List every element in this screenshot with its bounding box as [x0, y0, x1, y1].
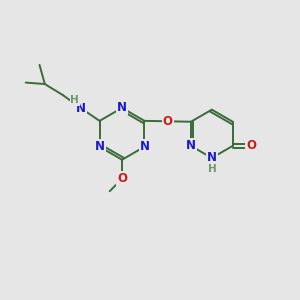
Text: N: N — [140, 140, 149, 153]
Text: H: H — [70, 95, 79, 105]
Text: N: N — [94, 140, 105, 153]
Text: N: N — [186, 140, 196, 152]
Text: N: N — [207, 152, 217, 164]
Text: O: O — [163, 115, 173, 128]
Text: O: O — [117, 172, 127, 185]
Text: H: H — [208, 164, 217, 174]
Text: N: N — [76, 102, 86, 115]
Text: O: O — [246, 140, 256, 152]
Text: N: N — [117, 101, 127, 114]
